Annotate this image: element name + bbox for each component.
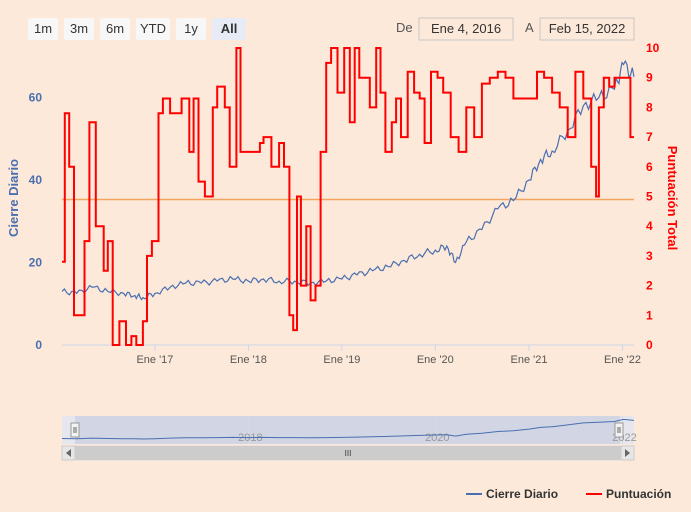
left-axis-title: Cierre Diario <box>6 159 21 237</box>
scrollbar[interactable]: III <box>61 445 635 461</box>
right-tick-label: 10 <box>646 41 660 55</box>
range-selector: 1m 3m 6m YTD 1y All <box>28 18 246 40</box>
right-axis-title: Puntuación Total <box>665 146 680 250</box>
x-axis-ticks: Ene '17 Ene '18 Ene '19 Ene '20 Ene '21 Ene '… <box>136 345 641 366</box>
left-tick-label: 60 <box>29 91 43 105</box>
from-date-input[interactable]: Ene 4, 2016 <box>418 17 514 41</box>
right-tick-label: 6 <box>646 160 653 174</box>
range-button-bg[interactable] <box>212 18 246 40</box>
left-tick-label: 20 <box>29 256 43 270</box>
x-tick-label: Ene '17 <box>136 354 173 366</box>
to-date-value: Feb 15, 2022 <box>549 21 626 36</box>
right-tick-label: 9 <box>646 71 653 85</box>
series-line-puntuacion <box>62 47 634 346</box>
series-line-cierre-diario <box>61 59 635 301</box>
navigator-series-line <box>61 418 635 440</box>
navigator[interactable]: 2018 2020 2022 <box>61 416 637 444</box>
x-tick-label: Ene '21 <box>511 354 548 366</box>
navigator-left-handle[interactable] <box>70 422 80 438</box>
x-tick-label: Ene '20 <box>417 354 454 366</box>
to-label: A <box>525 20 534 35</box>
right-tick-label: 8 <box>646 100 653 114</box>
range-button-6m[interactable]: 6m <box>100 18 130 40</box>
arrow-left-icon <box>66 449 71 457</box>
right-tick-label: 0 <box>646 338 653 352</box>
right-tick-label: 5 <box>646 190 653 204</box>
x-tick-label: Ene '22 <box>604 354 641 366</box>
range-button-bg[interactable] <box>64 18 94 40</box>
navigator-year-label: 2020 <box>425 432 449 444</box>
to-date-box[interactable] <box>539 17 635 41</box>
range-button-1m[interactable]: 1m <box>28 18 58 40</box>
range-button-label: 3m <box>70 21 88 36</box>
right-axis-ticks: 0 1 2 3 4 5 6 7 8 9 10 <box>646 41 660 352</box>
range-button-ytd[interactable]: YTD <box>136 18 170 40</box>
right-tick-label: 3 <box>646 249 653 263</box>
right-tick-label: 2 <box>646 279 653 293</box>
to-date-input[interactable]: Feb 15, 2022 <box>539 17 635 41</box>
scrollbar-thumb[interactable] <box>75 446 621 460</box>
left-tick-label: 40 <box>29 173 43 187</box>
left-tick-label: 0 <box>35 338 42 352</box>
right-tick-label: 7 <box>646 130 653 144</box>
range-button-bg[interactable] <box>136 18 170 40</box>
legend-item-cierre-diario[interactable]: Cierre Diario <box>466 487 558 501</box>
range-button-label: YTD <box>140 21 166 36</box>
legend-label-puntuacion: Puntuación <box>606 487 671 501</box>
from-label: De <box>396 20 413 35</box>
scrollbar-grip: III <box>345 449 352 458</box>
right-tick-label: 4 <box>646 219 653 233</box>
from-date-value: Ene 4, 2016 <box>431 21 501 36</box>
legend: Cierre Diario Puntuación <box>466 487 671 501</box>
left-axis-ticks: 0 20 40 60 <box>29 91 43 353</box>
legend-label-cierre-diario: Cierre Diario <box>486 487 558 501</box>
x-tick-label: Ene '18 <box>230 354 267 366</box>
range-button-bg[interactable] <box>176 18 206 40</box>
from-date-box[interactable] <box>418 17 514 41</box>
range-button-all[interactable]: All <box>212 18 246 40</box>
range-button-3m[interactable]: 3m <box>64 18 94 40</box>
legend-item-puntuacion[interactable]: Puntuación <box>586 487 671 501</box>
range-button-label: 1m <box>34 21 52 36</box>
navigator-selection[interactable] <box>75 416 620 444</box>
arrow-right-icon <box>625 449 630 457</box>
range-button-label: 6m <box>106 21 124 36</box>
right-tick-label: 1 <box>646 308 653 322</box>
range-button-bg[interactable] <box>28 18 58 40</box>
range-button-label: All <box>221 21 238 36</box>
range-button-1y[interactable]: 1y <box>176 18 206 40</box>
navigator-right-handle[interactable] <box>614 422 624 438</box>
range-button-bg[interactable] <box>100 18 130 40</box>
range-button-label: 1y <box>184 21 198 36</box>
x-tick-label: Ene '19 <box>323 354 360 366</box>
